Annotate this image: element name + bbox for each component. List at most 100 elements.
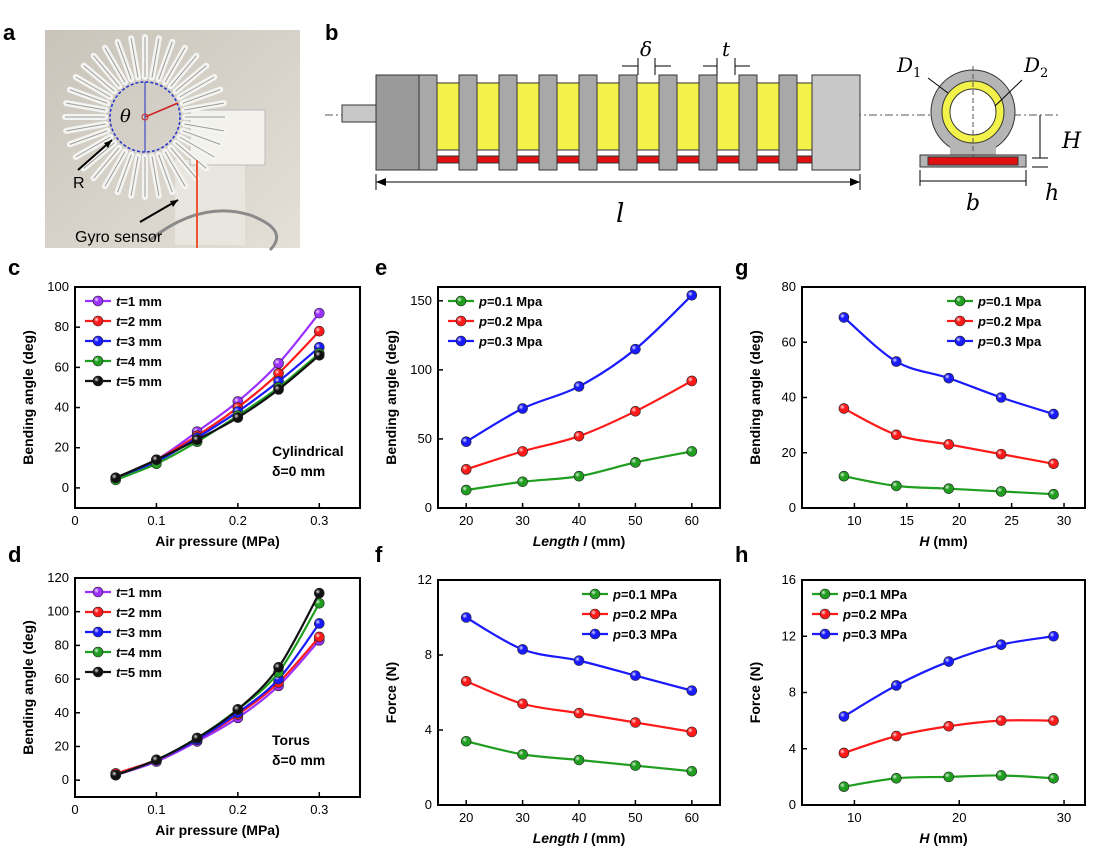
legend-entry: p=0.3 Mpa [977,334,1042,349]
legend-entry: p=0.1 MPa [612,587,678,602]
panel-label-d: d [8,542,21,567]
actuator-rib-shadow [158,41,173,80]
data-point-highlight [517,644,528,655]
data-point-highlight [891,773,902,784]
schematic-panel: δ t l D1 D2 H h b [325,37,1082,229]
x-tick-label: 40 [572,513,586,528]
x-tick-label: 30 [515,810,529,825]
data-point-highlight [574,381,584,392]
data-point-highlight [943,373,954,384]
legend-marker-highlight [590,609,600,619]
series-line [465,379,693,471]
x-axis-label: Air pressure (MPa) [155,822,279,838]
legend-marker-highlight [955,316,965,326]
dim-l-head-r [850,178,860,186]
data-point-highlight [461,485,472,496]
x-tick-label: 25 [1004,513,1018,528]
actuator-rib-shadow [75,136,111,158]
data-point-highlight [517,749,528,760]
actuator-rib-shadow [179,76,215,98]
data-point-highlight [686,290,697,301]
photo-radius-circle [109,81,181,153]
legend-marker-highlight [93,296,103,306]
actuator-rib-shadow [170,147,197,179]
x-tick-label: 20 [459,810,473,825]
chart-e: 20 30 40 50 60 0 50 100 150 Length l (mm) Bending … [383,286,721,549]
plot-frame [437,579,721,806]
series-line [466,450,693,492]
schematic-H: H [1061,129,1082,154]
legend-entry: p=0.2 Mpa [478,314,543,329]
legend-marker-highlight [456,296,466,306]
y-tick-label: 16 [782,572,796,587]
schematic-D2: D2 [1023,53,1048,81]
actuator-rib-shadow [104,151,126,187]
data-point-highlight [461,436,472,447]
chart-f: 20 30 40 50 60 0 4 8 12 Length l (mm) Force (N) p=0… [383,572,721,846]
series-line [465,680,692,733]
legend-marker-highlight [820,609,830,619]
d2-arrow [994,79,1023,107]
schematic-rib [778,74,798,171]
data-point-highlight [273,384,284,395]
data-point-highlight [461,464,472,475]
legend-marker-highlight [456,316,466,326]
schematic-rib [658,74,678,171]
y-tick-label: 0 [425,797,432,812]
annotation-text: Torus [272,732,310,748]
data-point-highlight [574,471,584,482]
legend-entry: p=0.1 Mpa [478,294,543,309]
x-axis-label: Length l (mm) [533,830,626,846]
data-point-highlight [151,454,162,465]
x-tick-label: 0.1 [147,513,165,528]
x-tick-label: 20 [952,513,966,528]
schematic-rib [738,74,758,171]
data-point-highlight [943,656,954,667]
data-point-highlight [517,446,528,457]
photo-r-arrowhead [104,140,112,148]
y-tick-label: 0 [789,797,796,812]
actuator-rib-shadow [83,142,115,169]
data-point-highlight [574,755,584,765]
data-point-highlight [686,766,697,777]
legend-entry: p=0.3 MPa [612,627,678,642]
data-point-highlight [1048,409,1059,420]
panel-label-h: h [735,542,748,567]
data-point-highlight [891,680,902,691]
actuator-rib-shadow [184,123,224,132]
legend-entry: t=5 mm [116,665,162,680]
x-tick-label: 0.3 [310,802,328,817]
y-tick-label: 20 [55,440,69,455]
legend-marker-highlight [456,336,466,346]
schematic-h: h [1045,181,1059,206]
actuator-rib-shadow [75,76,111,98]
legend-marker-highlight [93,336,103,346]
schematic-right-cap [811,74,861,171]
photo-theta: θ [120,106,131,127]
data-point-highlight [838,781,849,792]
data-point-highlight [314,326,325,337]
x-tick-label: 10 [847,810,861,825]
data-point-highlight [1048,631,1059,642]
data-point-highlight [838,747,849,758]
panel-label-c: c [8,255,20,280]
y-tick-label: 60 [55,671,69,686]
schematic-left-cap [375,74,427,171]
data-point-highlight [630,406,641,417]
data-point-highlight [1048,489,1059,500]
y-tick-label: 80 [55,319,69,334]
x-tick-label: 30 [1057,810,1071,825]
schematic-rib [578,74,598,171]
actuator-rib-shadow [66,102,106,111]
data-point-highlight [1048,458,1059,469]
y-axis-label: Force (N) [383,662,399,723]
legend-entry: p=0.1 MPa [842,587,908,602]
x-tick-label: 0 [71,802,78,817]
photo-cable [149,209,279,252]
section-inner [949,88,997,136]
legend-marker-highlight [93,316,103,326]
annotation-text: δ=0 mm [272,752,325,768]
x-tick-label: 50 [628,513,642,528]
y-tick-label: 100 [47,604,69,619]
